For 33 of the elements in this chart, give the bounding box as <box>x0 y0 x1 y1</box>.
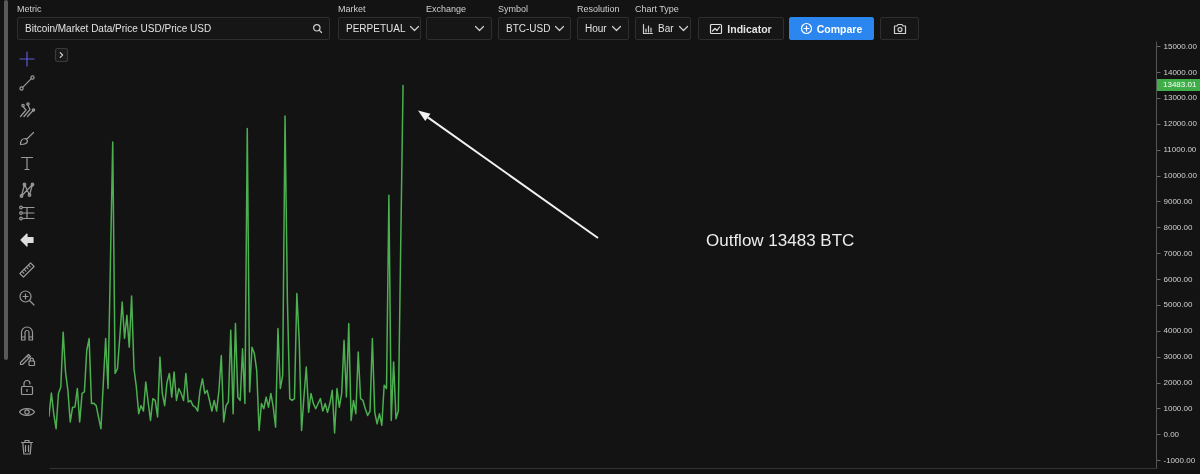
text: Symbol <box>498 4 529 14</box>
y-tick-label: 8000.00 <box>1163 222 1193 232</box>
dropdown: BTC-USD <box>498 17 571 40</box>
search-field: Bitcoin/Market Data/Price USD/Price USD <box>17 17 330 40</box>
text: Resolution <box>577 4 620 14</box>
dropdown: Bar <box>635 17 691 40</box>
y-tick-label: 12000.00 <box>1163 119 1198 129</box>
y-tick-label: 7000.00 <box>1163 248 1193 258</box>
y-tick-label: 9000.00 <box>1163 196 1193 206</box>
y-tick-label: 6000.00 <box>1163 274 1193 284</box>
y-tick-label: 11000.00 <box>1163 145 1197 155</box>
y-tick-label: 13000.00 <box>1163 93 1198 103</box>
value-tag: 13483.01 <box>1157 79 1200 92</box>
y-tick-label: 14000.00 <box>1163 67 1198 77</box>
text: Exchange <box>426 4 467 14</box>
y-tick-label: 10000.00 <box>1163 171 1198 181</box>
y-tick-label: 5000.00 <box>1163 300 1193 310</box>
button: Compare <box>789 17 874 40</box>
text: Metric <box>17 4 42 14</box>
line-series <box>49 84 404 434</box>
dropdown: Hour <box>577 17 629 40</box>
y-tick-label: 0.00 <box>1163 429 1180 439</box>
text: Market <box>338 4 366 14</box>
y-tick-label: -1000.00 <box>1163 455 1196 465</box>
y-tick-label: 15000.00 <box>1163 41 1198 51</box>
annotation: Outflow 13483 BTC <box>706 231 855 251</box>
button: Indicator <box>698 17 784 40</box>
y-tick-label: 2000.00 <box>1163 378 1193 388</box>
dropdown: PERPETUAL <box>338 17 421 40</box>
text: Chart Type <box>635 4 679 14</box>
y-tick-label: 1000.00 <box>1163 403 1193 413</box>
y-tick-label: 3000.00 <box>1163 352 1193 362</box>
y-tick-label: 4000.00 <box>1163 326 1193 336</box>
